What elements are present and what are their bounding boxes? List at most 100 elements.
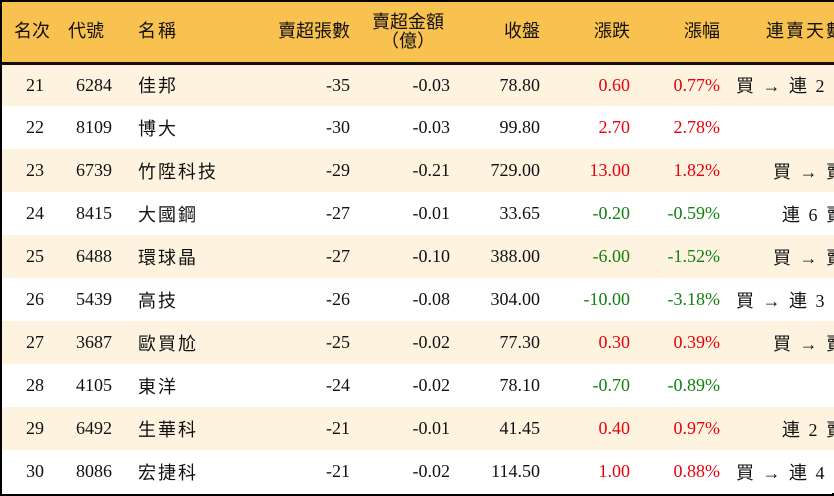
table-row[interactable]: 24 8415 大國鋼 -27 -0.01 33.65 -0.20 -0.59% 連 6 賣 [2, 192, 834, 235]
cell-change: 0.40 [598, 418, 631, 438]
cell-rank: 23 [26, 160, 44, 180]
cell-net-sell-amount: -0.01 [412, 203, 451, 223]
cell-change: -0.20 [592, 203, 631, 223]
header-consecutive-days[interactable]: 連賣天數 [728, 2, 834, 65]
header-net-sell-volume[interactable]: 賣超張數 [256, 2, 358, 65]
cell-net-sell-amount: -0.02 [412, 332, 451, 352]
cell-net-sell-volume: -26 [326, 289, 350, 309]
cell-code: 3687 [76, 332, 112, 352]
cell-consecutive-days: 買 → 賣 [773, 247, 834, 268]
cell-net-sell-volume: -30 [326, 117, 350, 137]
table-row[interactable]: 26 5439 高技 -26 -0.08 304.00 -10.00 -3.18% 買 → 連 … [2, 278, 834, 321]
cell-name: 環球晶 [138, 247, 198, 268]
cell-change-pct: 0.77% [673, 74, 721, 95]
cell-name: 東洋 [138, 376, 178, 397]
cell-net-sell-volume: -27 [326, 246, 350, 266]
cell-change-pct: -1.52% [667, 246, 721, 266]
cell-consecutive-days: 買 → 連 2 賣 [736, 76, 834, 97]
cell-name: 生華科 [138, 419, 198, 440]
cell-close: 41.45 [499, 418, 541, 438]
cell-net-sell-amount: -0.03 [412, 74, 451, 95]
cell-code: 6284 [76, 74, 112, 95]
cell-code: 8415 [76, 203, 112, 223]
table-row[interactable]: 25 6488 環球晶 -27 -0.10 388.00 -6.00 -1.52% 買 → 賣 [2, 235, 834, 278]
cell-net-sell-amount: -0.02 [412, 375, 451, 395]
cell-rank: 28 [26, 375, 44, 395]
cell-close: 114.50 [491, 461, 540, 481]
header-name[interactable]: 名稱 [130, 2, 256, 65]
cell-name: 佳邦 [138, 76, 178, 97]
cell-close: 78.80 [499, 74, 541, 95]
cell-consecutive-days: 買 → 連 3 賣 [736, 290, 834, 311]
cell-change: 0.60 [598, 74, 631, 95]
cell-name: 宏捷科 [138, 462, 198, 483]
cell-consecutive-days: 買 → 賣 [773, 161, 834, 182]
cell-rank: 21 [26, 74, 44, 95]
cell-change-pct: 2.78% [673, 117, 721, 137]
cell-code: 6488 [76, 246, 112, 266]
cell-code: 5439 [76, 289, 112, 309]
cell-name: 竹陞科技 [138, 161, 218, 182]
cell-name: 高技 [138, 290, 178, 311]
table-row[interactable]: 28 4105 東洋 -24 -0.02 78.10 -0.70 -0.89% 1 [2, 364, 834, 407]
cell-net-sell-volume: -25 [326, 332, 350, 352]
cell-rank: 26 [26, 289, 44, 309]
table-row[interactable]: 29 6492 生華科 -21 -0.01 41.45 0.40 0.97% 連 2 賣 [2, 407, 834, 450]
table-row[interactable]: 22 8109 博大 -30 -0.03 99.80 2.70 2.78% 1 [2, 106, 834, 149]
table-row[interactable]: 23 6739 竹陞科技 -29 -0.21 729.00 13.00 1.82% 買 → 賣 [2, 149, 834, 192]
cell-rank: 25 [26, 246, 44, 266]
cell-rank: 24 [26, 203, 44, 223]
cell-rank: 22 [26, 117, 44, 137]
cell-change-pct: -0.59% [667, 203, 721, 223]
header-change[interactable]: 漲跌 [548, 2, 638, 65]
cell-net-sell-amount: -0.21 [412, 160, 451, 180]
header-net-sell-amount-unit: （億） [381, 30, 435, 51]
cell-close: 78.10 [499, 375, 541, 395]
cell-rank: 30 [26, 461, 44, 481]
cell-net-sell-amount: -0.08 [412, 289, 451, 309]
cell-change-pct: 0.39% [673, 332, 721, 352]
cell-change: -10.00 [583, 289, 631, 309]
header-code[interactable]: 代號 [68, 2, 130, 65]
header-net-sell-amount-line1: 賣超金額 [372, 11, 444, 32]
cell-consecutive-days: 連 6 賣 [782, 204, 834, 225]
cell-consecutive-days: 買 → 連 4 賣 [736, 462, 834, 483]
cell-name: 博大 [138, 118, 178, 139]
header-close[interactable]: 收盤 [458, 2, 548, 65]
cell-change: -6.00 [592, 246, 631, 266]
cell-net-sell-volume: -21 [326, 461, 350, 481]
cell-close: 388.00 [490, 246, 541, 266]
cell-net-sell-amount: -0.02 [412, 461, 451, 481]
cell-close: 729.00 [490, 160, 541, 180]
cell-name: 歐買尬 [138, 333, 198, 354]
cell-net-sell-volume: -35 [326, 74, 350, 95]
cell-change-pct: -0.89% [667, 375, 721, 395]
cell-change-pct: 0.88% [673, 461, 721, 481]
header-net-sell-amount[interactable]: 賣超金額 （億） [358, 2, 458, 65]
cell-rank: 29 [26, 418, 44, 438]
cell-net-sell-amount: -0.03 [412, 117, 451, 137]
cell-name: 大國鋼 [138, 204, 198, 225]
table-row[interactable]: 27 3687 歐買尬 -25 -0.02 77.30 0.30 0.39% 買 → 賣 [2, 321, 834, 364]
cell-net-sell-volume: -24 [326, 375, 350, 395]
cell-code: 4105 [76, 375, 112, 395]
table-header: 名次 代號 名稱 賣超張數 賣超金額 （億） 收盤 漲跌 漲幅 連賣天數 [2, 2, 834, 65]
header-rank[interactable]: 名次 [2, 2, 68, 65]
cell-code: 8109 [76, 117, 112, 137]
header-change-pct[interactable]: 漲幅 [638, 2, 728, 65]
cell-close: 99.80 [499, 117, 541, 137]
cell-net-sell-volume: -29 [326, 160, 350, 180]
cell-code: 6492 [76, 418, 112, 438]
cell-consecutive-days: 連 2 賣 [782, 419, 834, 440]
cell-close: 33.65 [499, 203, 541, 223]
cell-change: 1.00 [598, 461, 631, 481]
cell-change: 2.70 [598, 117, 631, 137]
header-row: 名次 代號 名稱 賣超張數 賣超金額 （億） 收盤 漲跌 漲幅 連賣天數 [2, 2, 834, 65]
cell-code: 6739 [76, 160, 112, 180]
table-row[interactable]: 21 6284 佳邦 -35 -0.03 78.80 0.60 0.77% 買 → 連 2 賣 [2, 63, 834, 106]
table-row[interactable]: 30 8086 宏捷科 -21 -0.02 114.50 1.00 0.88% 買 → 連 4 … [2, 450, 834, 493]
cell-net-sell-volume: -27 [326, 203, 350, 223]
cell-close: 304.00 [490, 289, 541, 309]
